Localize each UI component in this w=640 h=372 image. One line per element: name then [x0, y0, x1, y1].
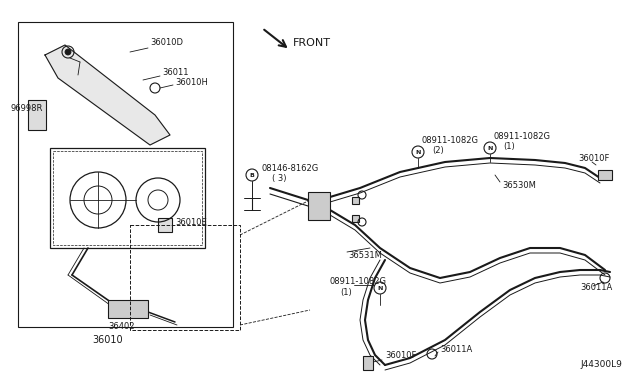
Text: N: N: [415, 150, 420, 154]
Text: 36530M: 36530M: [502, 180, 536, 189]
Bar: [130, 225, 240, 330]
Text: 08911-1082G: 08911-1082G: [494, 131, 551, 141]
Text: (1): (1): [340, 288, 352, 296]
Text: 36011: 36011: [162, 67, 189, 77]
Text: N: N: [487, 145, 493, 151]
Text: 36010F: 36010F: [578, 154, 609, 163]
Text: 36010D: 36010D: [150, 38, 183, 46]
Text: 36010: 36010: [93, 335, 124, 345]
Text: N: N: [378, 285, 383, 291]
Polygon shape: [45, 45, 170, 145]
Text: 36011A: 36011A: [440, 346, 472, 355]
Bar: [28, 100, 46, 130]
Text: (1): (1): [503, 141, 515, 151]
Text: 08911-1082G: 08911-1082G: [422, 135, 479, 144]
Bar: [352, 215, 359, 222]
Bar: [598, 170, 612, 180]
Bar: [363, 356, 373, 370]
Text: J44300L9: J44300L9: [580, 360, 622, 369]
Text: FRONT: FRONT: [293, 38, 331, 48]
Circle shape: [65, 49, 71, 55]
Text: 08911-1082G: 08911-1082G: [330, 278, 387, 286]
Text: 36010E: 36010E: [175, 218, 207, 227]
Bar: [352, 197, 359, 204]
Text: 08146-8162G: 08146-8162G: [262, 164, 319, 173]
Bar: [50, 148, 205, 248]
Text: ( 3): ( 3): [272, 173, 287, 183]
Text: (2): (2): [432, 145, 444, 154]
Bar: [53, 151, 202, 245]
Text: 36531M: 36531M: [348, 250, 382, 260]
Bar: [108, 300, 148, 318]
Text: 36010F: 36010F: [385, 352, 417, 360]
Text: 36010H: 36010H: [175, 77, 208, 87]
Text: B: B: [250, 173, 255, 177]
Text: 36011A: 36011A: [580, 283, 612, 292]
Text: 36402: 36402: [108, 322, 134, 331]
Bar: [308, 192, 330, 220]
Text: 96998R: 96998R: [10, 103, 42, 112]
Bar: [18, 22, 233, 327]
Bar: [158, 218, 172, 232]
